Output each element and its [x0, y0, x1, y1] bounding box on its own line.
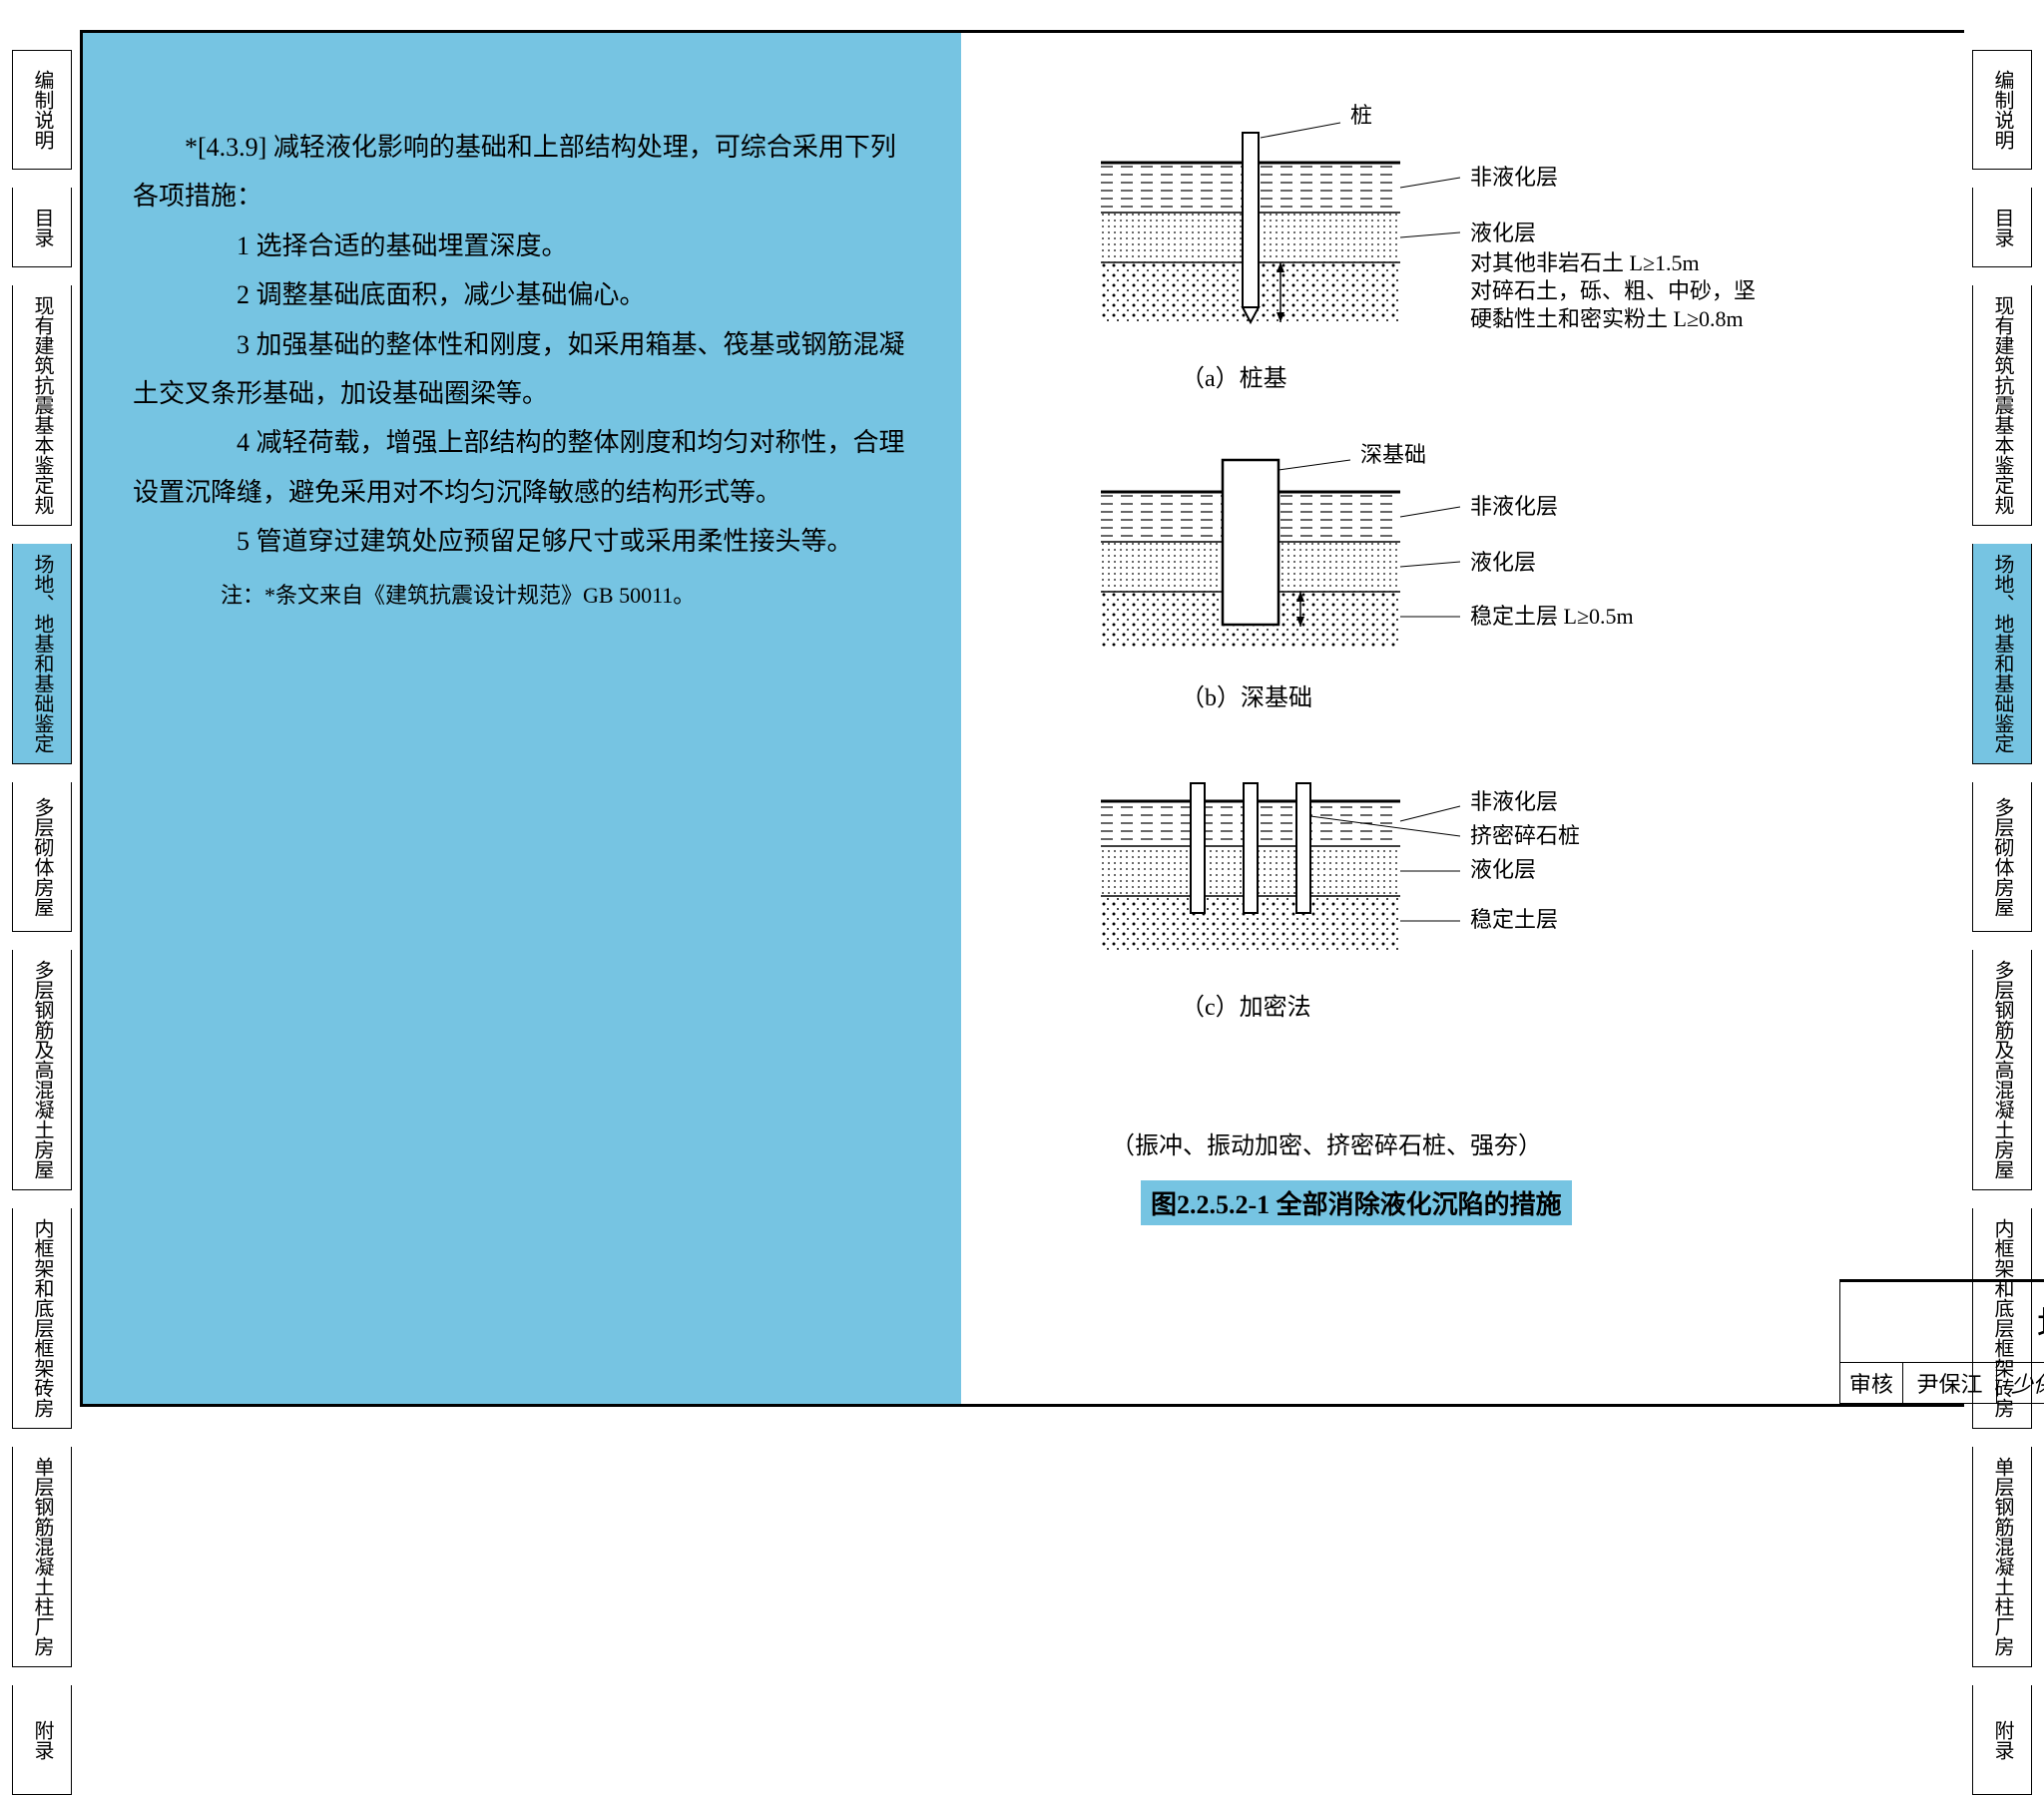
side-tab-7[interactable]: 单层钢筋混凝土柱厂房	[12, 1447, 72, 1667]
figure-c-compaction: 非液化层 挤密碎石桩 液化层 稳定土层 （c）加密法	[1021, 751, 1899, 1022]
side-tab-1[interactable]: 目录	[12, 188, 72, 267]
side-tab-5[interactable]: 多层钢筋及高混凝土房屋	[1972, 950, 2032, 1190]
clause-item-4: 4 减轻荷载，增强上部结构的整体刚度和均匀对称性，合理设置沉降缝，避免采用对不均…	[133, 418, 911, 517]
clause-item-2: 2 调整基础底面积，减少基础偏心。	[133, 270, 911, 319]
figure-b-svg: 深基础 非液化层 液化层 稳定土层 L≥0.5m	[1021, 432, 1899, 672]
vibration-note: （振冲、振动加密、挤密碎石桩、强夯）	[1111, 1125, 1542, 1160]
side-tab-0[interactable]: 编制说明	[12, 50, 72, 170]
side-tab-3[interactable]: 场地、地基和基础鉴定	[1972, 544, 2032, 764]
fig-a-label-4: 对碎石土，砾、粗、中砂，坚	[1470, 278, 1756, 303]
clause-item-3: 3 加强基础的整体性和刚度，如采用箱基、筏基或钢筋混凝土交叉条形基础，加设基础圈…	[133, 320, 911, 419]
check-sig: 少保江	[1997, 1363, 2044, 1404]
figure-a-svg: 桩 非液化层 液化层 对其他非岩石土 L≥1.5m 对碎石土，砾、粗、中砂，坚 …	[1021, 93, 1899, 352]
check-k: 审核	[1840, 1363, 1903, 1404]
clause-note: 注：*条文来自《建筑抗震设计规范》GB 50011。	[133, 575, 911, 617]
figure-c-svg: 非液化层 挤密碎石桩 液化层 稳定土层	[1021, 751, 1899, 981]
fig-c-label-2: 挤密碎石桩	[1470, 823, 1580, 848]
figure-b-caption: （b）深基础	[1021, 677, 1899, 712]
side-tab-2[interactable]: 现有建筑抗震基本鉴定规	[12, 285, 72, 526]
clause-lead: *[4.3.9] 减轻液化影响的基础和上部结构处理，可综合采用下列各项措施：	[133, 123, 911, 222]
fig-c-label-1: 非液化层	[1470, 789, 1558, 814]
side-tab-0[interactable]: 编制说明	[1972, 50, 2032, 170]
side-tab-4[interactable]: 多层砌体房屋	[1972, 782, 2032, 932]
check-v: 尹保江	[1902, 1363, 1996, 1404]
fig-b-label-3: 稳定土层 L≥0.5m	[1470, 604, 1634, 629]
side-tab-8[interactable]: 附录	[12, 1685, 72, 1795]
clause-item-5: 5 管道穿过建筑处应预留足够尺寸或采用柔性接头等。	[133, 517, 911, 566]
fig-a-label-1: 非液化层	[1470, 165, 1558, 190]
fig-c-label-4: 稳定土层	[1470, 907, 1558, 932]
side-tab-8[interactable]: 附录	[1972, 1685, 2032, 1795]
side-tab-3[interactable]: 场地、地基和基础鉴定	[12, 544, 72, 764]
side-tab-4[interactable]: 多层砌体房屋	[12, 782, 72, 932]
figure-title: 图2.2.5.2-1 全部消除液化沉陷的措施	[1141, 1180, 1572, 1225]
side-tabs-left: 编制说明目录现有建筑抗震基本鉴定规场地、地基和基础鉴定多层砌体房屋多层钢筋及高混…	[12, 50, 72, 1795]
fig-a-label-3: 对其他非岩石土 L≥1.5m	[1470, 250, 1700, 275]
right-page: 桩 非液化层 液化层 对其他非岩石土 L≥1.5m 对碎石土，砾、粗、中砂，坚 …	[961, 33, 1967, 1404]
fig-a-pile-label: 桩	[1350, 103, 1372, 128]
fig-b-label-2: 液化层	[1470, 550, 1536, 575]
side-tab-6[interactable]: 内框架和底层框架砖房	[12, 1208, 72, 1429]
drawing-frame: *[4.3.9] 减轻液化影响的基础和上部结构处理，可综合采用下列各项措施： 1…	[80, 30, 1964, 1407]
left-page-text: *[4.3.9] 减轻液化影响的基础和上部结构处理，可综合采用下列各项措施： 1…	[83, 33, 961, 1404]
figure-c-caption: （c）加密法	[1021, 987, 1899, 1022]
fig-a-label-2: 液化层	[1470, 221, 1536, 245]
title-block: 场地、地基和基础鉴定 图集号 19G108-5 审核 尹保江 少保江 校对 宗立…	[1839, 1279, 2044, 1404]
side-tab-2[interactable]: 现有建筑抗震基本鉴定规	[1972, 285, 2032, 526]
side-tab-7[interactable]: 单层钢筋混凝土柱厂房	[1972, 1447, 2032, 1667]
fig-c-label-3: 液化层	[1470, 857, 1536, 882]
side-tabs-right: 编制说明目录现有建筑抗震基本鉴定规场地、地基和基础鉴定多层砌体房屋多层钢筋及高混…	[1972, 50, 2032, 1795]
fig-b-top-label: 深基础	[1360, 442, 1426, 467]
figure-a-caption: （a）桩基	[1021, 358, 1899, 393]
drawing-title: 场地、地基和基础鉴定	[1840, 1282, 2044, 1363]
fig-a-label-5: 硬黏性土和密实粉土 L≥0.8m	[1470, 306, 1744, 331]
side-tab-5[interactable]: 多层钢筋及高混凝土房屋	[12, 950, 72, 1190]
diagram-area: 桩 非液化层 液化层 对其他非岩石土 L≥1.5m 对碎石土，砾、粗、中砂，坚 …	[1021, 93, 1919, 1190]
side-tab-1[interactable]: 目录	[1972, 188, 2032, 267]
fig-b-label-1: 非液化层	[1470, 494, 1558, 519]
figure-b-deep: 深基础 非液化层 液化层 稳定土层 L≥0.5m （b）深基础	[1021, 432, 1899, 712]
figure-a-pile: 桩 非液化层 液化层 对其他非岩石土 L≥1.5m 对碎石土，砾、粗、中砂，坚 …	[1021, 93, 1899, 393]
clause-item-1: 1 选择合适的基础埋置深度。	[133, 222, 911, 270]
